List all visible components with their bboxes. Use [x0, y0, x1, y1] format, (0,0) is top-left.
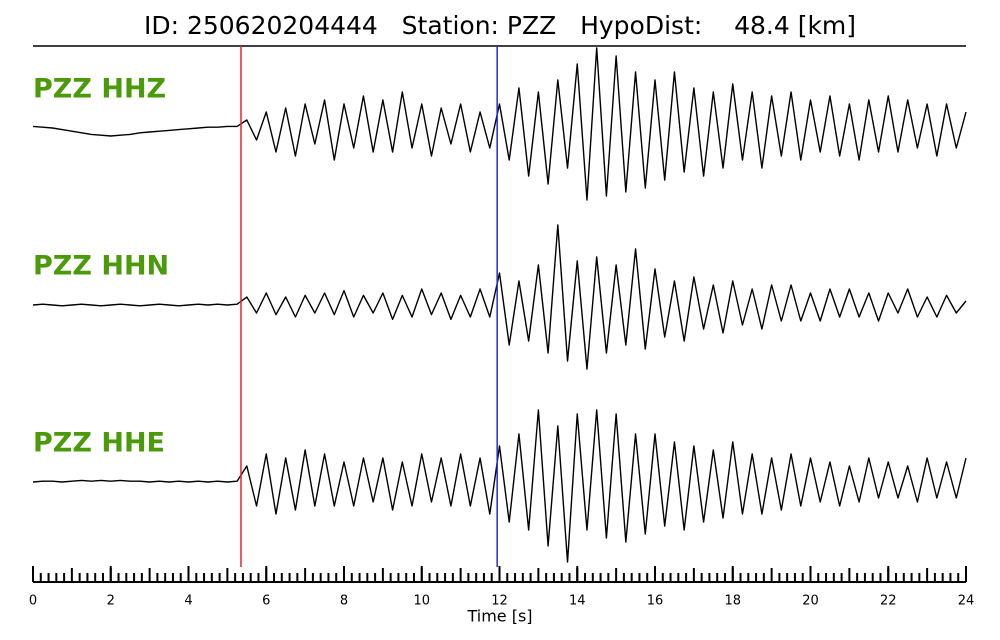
- x-tick-label: 10: [413, 594, 430, 609]
- x-axis-label: Time [s]: [466, 607, 532, 626]
- trace-label: PZZ HHE: [33, 428, 165, 459]
- x-tick-label: 8: [340, 594, 348, 609]
- x-tick-label: 22: [880, 594, 897, 609]
- waveform: [32, 224, 967, 370]
- trace-label: PZZ HHN: [33, 251, 169, 282]
- x-tick-label: 0: [29, 594, 37, 609]
- x-tick-label: 4: [184, 594, 192, 609]
- x-tick-label: 20: [802, 594, 819, 609]
- x-tick-label: 14: [569, 594, 586, 609]
- x-tick-label: 12: [491, 594, 508, 609]
- chart-title: ID: 250620204444 Station: PZZ HypoDist: …: [144, 11, 856, 40]
- x-tick-label: 16: [647, 594, 664, 609]
- waveform: [32, 47, 967, 201]
- trace-label: PZZ HHZ: [33, 74, 166, 105]
- x-tick-label: 24: [958, 594, 975, 609]
- x-tick-label: 2: [107, 594, 115, 609]
- x-tick-label: 6: [262, 594, 270, 609]
- waveform: [32, 409, 967, 563]
- x-tick-label: 18: [724, 594, 741, 609]
